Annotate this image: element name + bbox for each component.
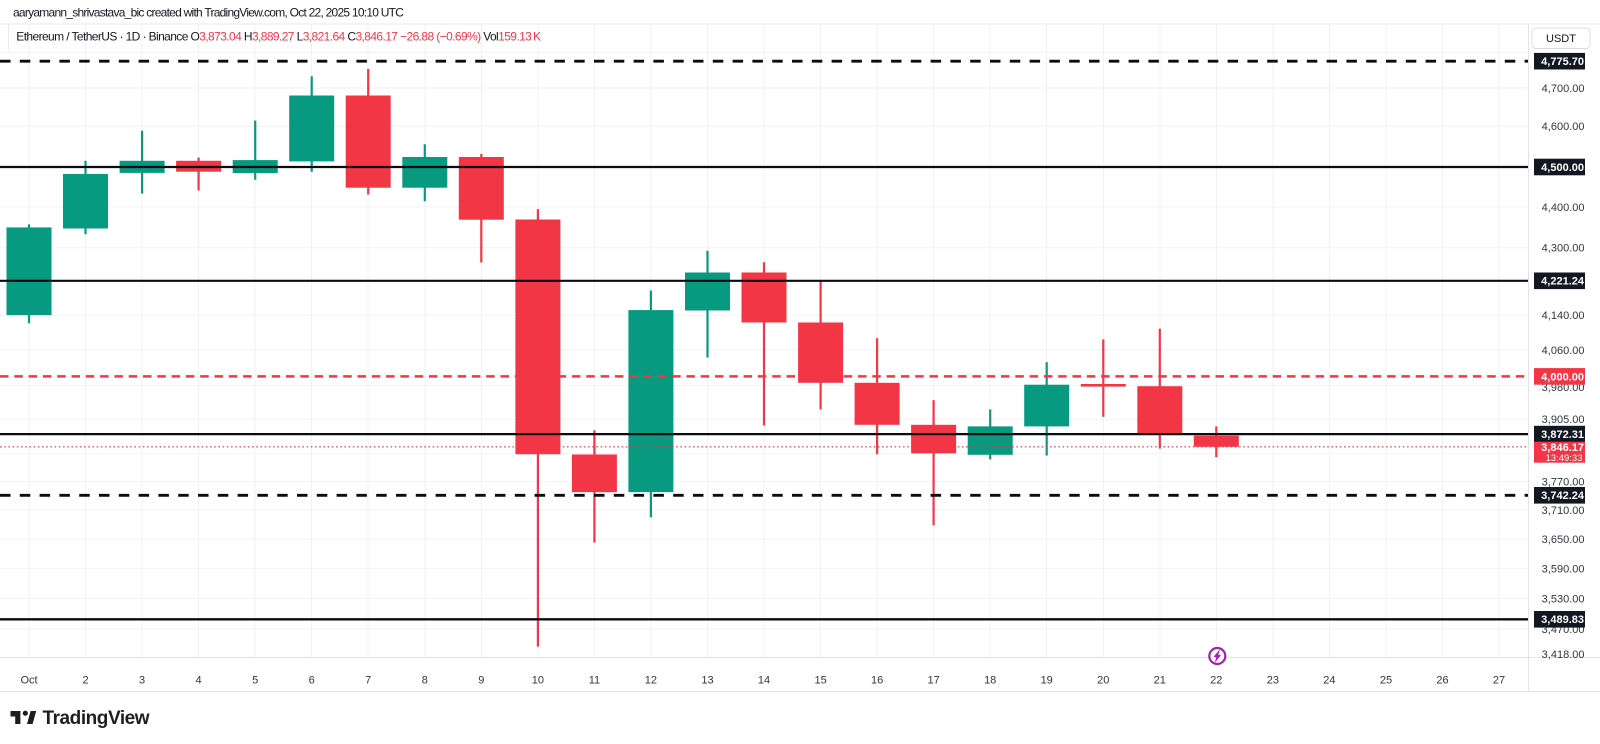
svg-text:3,489.83: 3,489.83 [1541,614,1584,626]
svg-text:23: 23 [1267,674,1279,686]
svg-text:11: 11 [589,674,600,686]
svg-text:27: 27 [1493,674,1505,686]
svg-text:4,060.00: 4,060.00 [1542,345,1585,357]
svg-text:26: 26 [1436,674,1448,686]
svg-text:2: 2 [82,674,88,686]
svg-text:3,530.00: 3,530.00 [1542,593,1585,605]
svg-text:13:49:33: 13:49:33 [1546,453,1583,464]
svg-text:4,775.70: 4,775.70 [1541,56,1584,68]
svg-text:4,221.24: 4,221.24 [1541,276,1585,288]
svg-text:3,980.00: 3,980.00 [1542,382,1585,394]
svg-text:4,600.00: 4,600.00 [1542,121,1585,133]
svg-text:15: 15 [814,674,826,686]
svg-text:7: 7 [365,674,371,686]
svg-text:18: 18 [984,674,996,686]
svg-text:Ethereum / TetherUS · 1D · Bin: Ethereum / TetherUS · 1D · Binance O3,87… [16,30,541,44]
svg-text:16: 16 [871,674,883,686]
svg-text:14: 14 [758,674,770,686]
svg-text:4: 4 [196,674,202,686]
svg-text:USDT: USDT [1546,33,1576,45]
svg-text:4,700.00: 4,700.00 [1542,83,1585,95]
svg-text:4,400.00: 4,400.00 [1542,202,1585,214]
svg-text:17: 17 [927,674,939,686]
svg-text:13: 13 [701,674,713,686]
svg-text:10: 10 [532,674,544,686]
svg-text:22: 22 [1210,674,1222,686]
svg-text:aaryamann_shrivastava_bic crea: aaryamann_shrivastava_bic created with T… [13,5,404,19]
svg-text:3,905.00: 3,905.00 [1542,414,1585,426]
svg-text:3,872.31: 3,872.31 [1541,429,1584,441]
svg-text:4,300.00: 4,300.00 [1542,243,1585,255]
svg-text:12: 12 [645,674,657,686]
svg-text:24: 24 [1323,674,1335,686]
svg-text:4,500.00: 4,500.00 [1541,162,1584,174]
svg-text:4,000.00: 4,000.00 [1541,371,1584,383]
svg-text:3,418.00: 3,418.00 [1542,649,1585,661]
svg-text:3,710.00: 3,710.00 [1542,505,1585,517]
svg-text:3,846.17: 3,846.17 [1541,442,1584,454]
svg-text:21: 21 [1154,674,1166,686]
svg-text:9: 9 [478,674,484,686]
svg-text:3,770.00: 3,770.00 [1542,477,1585,489]
svg-text:6: 6 [309,674,315,686]
svg-text:Oct: Oct [20,674,37,686]
svg-text:3: 3 [139,674,145,686]
svg-text:3,742.24: 3,742.24 [1541,490,1585,502]
svg-text:25: 25 [1380,674,1392,686]
svg-text:3,650.00: 3,650.00 [1542,534,1585,546]
svg-text:19: 19 [1041,674,1053,686]
svg-text:20: 20 [1097,674,1109,686]
svg-text:4,140.00: 4,140.00 [1542,310,1585,322]
svg-text:8: 8 [422,674,428,686]
svg-text:TradingView: TradingView [43,708,150,729]
svg-text:5: 5 [252,674,258,686]
svg-text:3,590.00: 3,590.00 [1542,564,1585,576]
